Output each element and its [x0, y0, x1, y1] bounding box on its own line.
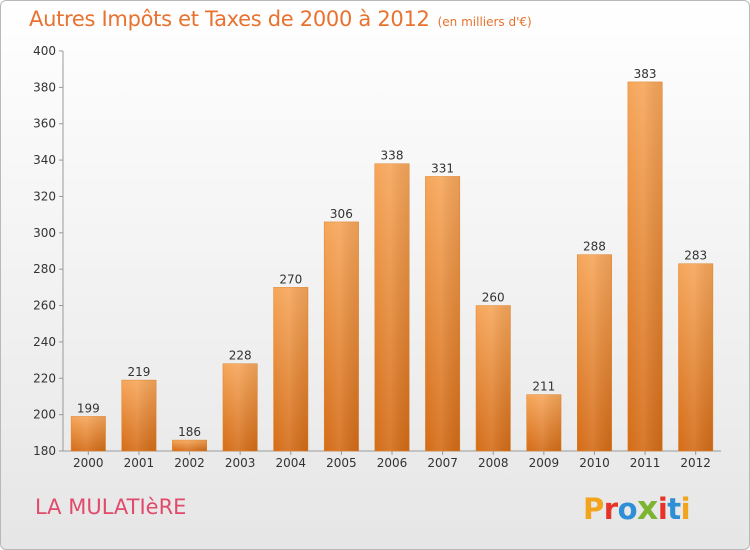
y-tick-label: 240	[33, 335, 56, 349]
bar-group	[475, 305, 511, 452]
y-tick-label: 200	[33, 408, 56, 422]
bar-shine	[627, 81, 663, 451]
bar-value-label: 219	[127, 365, 150, 379]
y-tick-label: 260	[33, 299, 56, 313]
x-tick-label: 2008	[478, 456, 509, 470]
bar-value-label: 306	[330, 207, 353, 221]
bar-group	[323, 221, 359, 452]
bar-shine	[678, 263, 713, 451]
bar-group	[121, 379, 157, 452]
x-tick-label: 2006	[377, 456, 408, 470]
bar-value-label: 199	[77, 401, 100, 415]
logo-letter: i	[657, 492, 668, 526]
bar-value-label: 211	[532, 380, 555, 394]
y-tick-label: 360	[33, 117, 56, 131]
bar-shine	[121, 380, 157, 451]
bar-group	[374, 163, 410, 452]
x-tick-label: 2007	[427, 456, 458, 470]
y-tick-label: 380	[33, 80, 56, 94]
chart-title-block: Autres Impôts et Taxes de 2000 à 2012 (en…	[29, 7, 532, 31]
bar-value-label: 260	[482, 291, 505, 305]
bar-group	[273, 287, 309, 452]
commune-name: LA MULATIèRE	[35, 495, 187, 519]
y-tick-label: 300	[33, 226, 56, 240]
y-tick-label: 400	[33, 44, 56, 58]
x-tick-label: 2009	[529, 456, 560, 470]
bar-shine	[324, 221, 359, 451]
bar-shine	[526, 394, 562, 451]
x-tick-label: 2003	[225, 456, 256, 470]
x-tick-label: 2005	[326, 456, 357, 470]
bar-group	[678, 263, 714, 452]
bar-value-label: 228	[229, 349, 252, 363]
y-tick-label: 320	[33, 189, 56, 203]
proxiti-logo: Proxiti	[583, 488, 691, 527]
bar-shine	[577, 254, 612, 451]
bar-shine	[172, 440, 207, 451]
x-tick-label: 2000	[73, 456, 104, 470]
y-tick-label: 340	[33, 153, 56, 167]
x-tick-label: 2004	[275, 456, 306, 470]
bar-shine	[273, 287, 308, 451]
bar-group	[627, 81, 663, 452]
bar-shine	[425, 176, 460, 452]
bar-value-label: 186	[178, 425, 201, 439]
data-labels: 199 219 186 228 270 306 338 331 260 211 288 383 283	[77, 67, 707, 439]
bar-shine	[222, 363, 258, 451]
bar-group	[526, 394, 562, 452]
logo-letter: o	[617, 492, 638, 526]
bar-value-label: 338	[381, 149, 404, 163]
logo-letter: t	[667, 492, 681, 526]
bar-shine	[71, 416, 106, 451]
bar-value-label: 283	[684, 249, 707, 263]
x-tick-label: 2001	[124, 456, 155, 470]
logo-letter: x	[637, 488, 658, 527]
bar-shine	[476, 305, 511, 451]
y-tick-label: 280	[33, 262, 56, 276]
bar-group	[172, 439, 207, 452]
x-tick-label: 2012	[680, 456, 711, 470]
bar-group	[70, 416, 106, 452]
bar-value-label: 270	[279, 272, 302, 286]
bars	[70, 81, 714, 452]
bar-value-label: 331	[431, 161, 454, 175]
x-tick-label: 2011	[630, 456, 661, 470]
bar-shine	[374, 163, 410, 451]
x-tick-label: 2002	[174, 456, 205, 470]
chart-subtitle: (en milliers d'€)	[437, 15, 532, 29]
bar-value-label: 383	[634, 67, 657, 81]
axes: 180 200 220 240 260 280 300 320 340 360 380 400 2000…	[33, 44, 721, 470]
bar-group	[222, 363, 258, 452]
bar-value-label: 288	[583, 240, 606, 254]
chart-title: Autres Impôts et Taxes de 2000 à 2012	[29, 7, 430, 31]
bar-group	[425, 176, 461, 452]
bar-group	[577, 254, 612, 452]
logo-letter: P	[583, 492, 604, 526]
logo-letter: r	[603, 492, 618, 526]
y-tick-label: 180	[33, 444, 56, 458]
logo-letter: i	[680, 492, 691, 526]
y-tick-label: 220	[33, 371, 56, 385]
x-tick-label: 2010	[579, 456, 610, 470]
